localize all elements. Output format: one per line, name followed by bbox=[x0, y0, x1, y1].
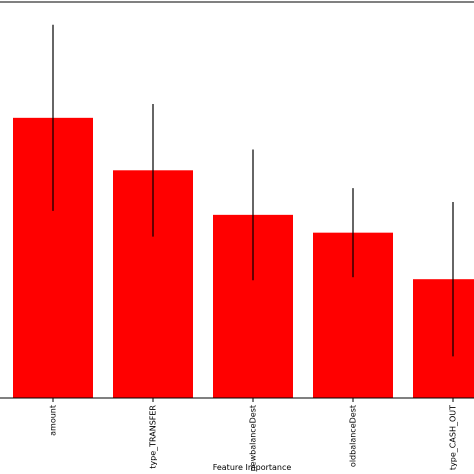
x-ticks-group: amount type_TRANSFER newbalanceDest oldbala… bbox=[49, 398, 458, 471]
x-tick-label: type_TRANSFER bbox=[149, 405, 158, 469]
error-bars-group bbox=[52, 24, 454, 357]
bar-type-cash-out bbox=[413, 279, 474, 398]
x-axis-label: Feature Importance bbox=[213, 463, 292, 472]
x-tick-label: type_CASH_OUT bbox=[449, 405, 458, 470]
x-tick-label: oldbalanceDest bbox=[349, 405, 358, 467]
x-tick-label: amount bbox=[49, 405, 58, 436]
x-tick-label: newbalanceDest bbox=[249, 405, 258, 471]
